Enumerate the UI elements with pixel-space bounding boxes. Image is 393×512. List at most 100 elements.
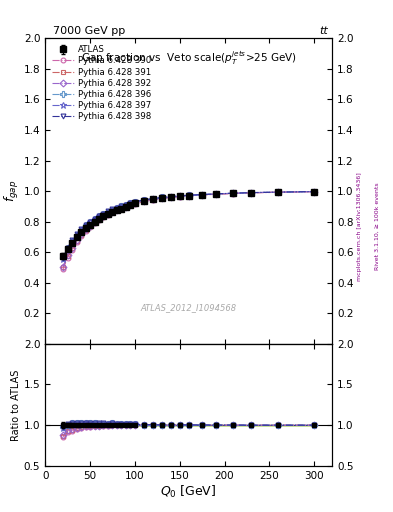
Pythia 6.428 398 [101,210,106,217]
Pythia 6.428 396 [110,206,115,212]
Pythia 6.428 390 [88,224,92,230]
Pythia 6.428 390 [141,198,146,204]
Pythia 6.428 390 [186,193,191,199]
Pythia 6.428 397 [168,194,173,200]
Pythia 6.428 390 [79,233,83,239]
Pythia 6.428 396 [276,189,281,195]
Pythia 6.428 391 [88,223,92,229]
Pythia 6.428 397 [61,256,66,262]
Pythia 6.428 392 [61,264,66,270]
Pythia 6.428 397 [249,189,254,196]
Pythia 6.428 392 [83,226,88,232]
Pythia 6.428 397 [97,214,101,220]
Pythia 6.428 398 [132,199,137,205]
Pythia 6.428 398 [97,213,101,219]
Pythia 6.428 390 [61,266,66,272]
Pythia 6.428 391 [141,198,146,204]
Pythia 6.428 398 [249,189,254,196]
Pythia 6.428 396 [151,196,155,202]
Pythia 6.428 398 [312,188,316,195]
Pythia 6.428 392 [106,211,110,217]
Pythia 6.428 392 [177,193,182,199]
Text: Rivet 3.1.10, ≥ 100k events: Rivet 3.1.10, ≥ 100k events [375,183,380,270]
Y-axis label: $f_{gap}$: $f_{gap}$ [3,180,21,202]
Pythia 6.428 397 [186,193,191,199]
Pythia 6.428 391 [132,200,137,206]
Text: tt: tt [320,26,328,36]
Pythia 6.428 392 [70,245,74,251]
Pythia 6.428 392 [110,209,115,215]
Text: mcplots.cern.ch [arXiv:1306.3436]: mcplots.cern.ch [arXiv:1306.3436] [357,172,362,281]
Pythia 6.428 397 [141,197,146,203]
Pythia 6.428 397 [160,195,164,201]
Pythia 6.428 398 [128,200,133,206]
Pythia 6.428 390 [151,197,155,203]
Pythia 6.428 391 [200,192,204,198]
Pythia 6.428 392 [79,231,83,237]
Pythia 6.428 397 [123,202,128,208]
Pythia 6.428 391 [151,197,155,203]
Pythia 6.428 390 [115,207,119,213]
Pythia 6.428 391 [186,193,191,199]
Pythia 6.428 396 [106,208,110,215]
Pythia 6.428 392 [97,216,101,222]
Pythia 6.428 391 [312,188,316,195]
Pythia 6.428 391 [119,205,124,211]
Pythia 6.428 396 [61,255,66,261]
Pythia 6.428 397 [115,205,119,211]
Pythia 6.428 390 [177,194,182,200]
Pythia 6.428 391 [123,204,128,210]
Pythia 6.428 392 [312,188,316,195]
Pythia 6.428 398 [65,245,70,251]
Pythia 6.428 390 [106,211,110,218]
Pythia 6.428 391 [168,194,173,200]
Pythia 6.428 392 [101,213,106,219]
Pythia 6.428 391 [61,264,66,270]
Pythia 6.428 398 [200,191,204,198]
Pythia 6.428 390 [160,196,164,202]
Pythia 6.428 391 [101,214,106,220]
Pythia 6.428 391 [231,190,236,197]
Pythia 6.428 398 [151,196,155,202]
Pythia 6.428 391 [249,189,254,196]
Pythia 6.428 391 [106,211,110,218]
Pythia 6.428 392 [92,219,97,225]
Pythia 6.428 396 [101,210,106,217]
Pythia 6.428 391 [92,219,97,225]
Pythia 6.428 391 [79,231,83,238]
Pythia 6.428 396 [88,219,92,225]
Pythia 6.428 392 [249,189,254,196]
Pythia 6.428 396 [168,194,173,200]
Pythia 6.428 396 [177,193,182,199]
Pythia 6.428 390 [200,192,204,198]
Pythia 6.428 397 [83,223,88,229]
Pythia 6.428 397 [132,199,137,205]
Pythia 6.428 397 [128,200,133,206]
Pythia 6.428 392 [128,202,133,208]
Pythia 6.428 392 [132,200,137,206]
Pythia 6.428 398 [231,190,236,196]
Pythia 6.428 391 [115,207,119,213]
Pythia 6.428 396 [213,191,218,197]
Pythia 6.428 397 [65,246,70,252]
Pythia 6.428 392 [115,207,119,213]
Legend: ATLAS, Pythia 6.428 390, Pythia 6.428 391, Pythia 6.428 392, Pythia 6.428 396, P: ATLAS, Pythia 6.428 390, Pythia 6.428 39… [50,42,154,124]
Y-axis label: Ratio to ATLAS: Ratio to ATLAS [11,369,21,440]
Pythia 6.428 396 [231,190,236,196]
Pythia 6.428 398 [110,206,115,212]
Pythia 6.428 398 [83,222,88,228]
Pythia 6.428 397 [110,207,115,213]
Pythia 6.428 392 [141,198,146,204]
Pythia 6.428 391 [65,253,70,259]
Pythia 6.428 396 [132,199,137,205]
Pythia 6.428 398 [119,203,124,209]
Pythia 6.428 398 [79,226,83,232]
Line: Pythia 6.428 390: Pythia 6.428 390 [61,189,317,271]
Pythia 6.428 391 [128,202,133,208]
Line: Pythia 6.428 398: Pythia 6.428 398 [61,189,317,260]
Pythia 6.428 392 [65,252,70,258]
Pythia 6.428 396 [79,226,83,232]
Pythia 6.428 398 [74,231,79,237]
Pythia 6.428 397 [101,211,106,217]
Pythia 6.428 392 [160,195,164,201]
